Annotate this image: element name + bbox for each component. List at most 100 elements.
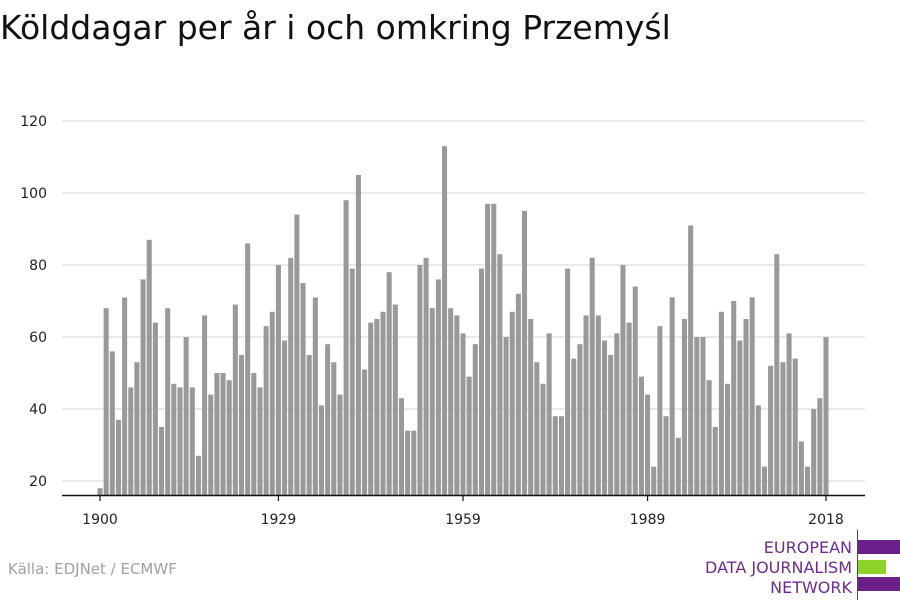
- x-tick-label: 2018: [808, 512, 844, 528]
- bar-2016: [811, 409, 817, 495]
- bar-1964: [491, 203, 497, 496]
- bar-1970: [528, 319, 534, 495]
- bar-1937: [325, 344, 331, 495]
- bar-2008: [761, 466, 767, 495]
- bar-1902: [109, 351, 115, 495]
- x-tick-label: 1959: [445, 512, 481, 528]
- bar-1989: [645, 394, 651, 495]
- logo-bar-middle: [858, 560, 886, 574]
- bar-1939: [337, 394, 343, 495]
- bar-2015: [805, 466, 811, 495]
- bar-1910: [159, 427, 165, 495]
- bar-2009: [768, 365, 774, 495]
- bar-1903: [115, 419, 121, 495]
- bar-1999: [706, 380, 712, 495]
- bar-1909: [152, 322, 158, 495]
- bar-1963: [485, 203, 491, 496]
- bar-1904: [122, 297, 128, 495]
- bar-1991: [657, 326, 663, 495]
- bar-1983: [608, 355, 614, 495]
- bar-1938: [331, 362, 337, 495]
- bar-1957: [448, 308, 454, 495]
- bar-1961: [472, 344, 478, 495]
- bar-1919: [214, 373, 220, 495]
- bar-1997: [694, 337, 700, 495]
- bar-1992: [663, 416, 669, 495]
- bar-1931: [288, 257, 294, 495]
- bar-1943: [362, 369, 368, 495]
- bar-1952: [417, 265, 423, 495]
- logo-divider: [857, 530, 858, 600]
- bar-1916: [195, 455, 201, 495]
- bar-1956: [442, 146, 448, 495]
- bar-1998: [700, 337, 706, 495]
- bar-1995: [681, 319, 688, 495]
- bar-1915: [189, 387, 195, 495]
- y-tick-label: 80: [29, 258, 47, 274]
- bar-1975: [558, 416, 564, 495]
- y-tick-label: 20: [29, 474, 47, 490]
- bar-1972: [540, 383, 546, 495]
- y-tick-label: 120: [20, 114, 47, 130]
- bar-1901: [103, 308, 109, 495]
- bar-1920: [220, 373, 226, 495]
- bar-1985: [620, 265, 626, 495]
- bar-1960: [466, 376, 472, 495]
- bar-1942: [355, 175, 361, 495]
- bar-1917: [202, 315, 208, 495]
- bar-2012: [786, 333, 792, 495]
- bar-1906: [134, 362, 140, 495]
- bar-1962: [478, 268, 484, 495]
- bar-1941: [349, 268, 355, 495]
- bar-1940: [343, 200, 349, 495]
- bar-1980: [589, 257, 595, 495]
- logo-bar-bottom: [858, 577, 900, 591]
- bar-1912: [171, 383, 177, 495]
- bar-2003: [731, 301, 737, 495]
- x-tick-label: 1900: [82, 512, 118, 528]
- bar-1926: [257, 387, 263, 495]
- bar-1921: [226, 380, 232, 495]
- bar-1950: [405, 430, 411, 495]
- bar-1949: [398, 398, 404, 495]
- bar-1969: [522, 211, 528, 495]
- bar-1988: [638, 376, 644, 495]
- bar-2010: [774, 254, 780, 495]
- bar-1911: [165, 308, 171, 495]
- bar-1968: [515, 293, 521, 495]
- bar-1990: [651, 466, 657, 495]
- bar-2007: [755, 405, 761, 495]
- bar-1934: [306, 355, 312, 495]
- bar-1907: [140, 279, 146, 495]
- source-note: Källa: EDJNet / ECMWF: [8, 560, 177, 578]
- bar-1986: [626, 322, 632, 495]
- bar-2017: [817, 398, 823, 495]
- bar-1927: [263, 326, 269, 495]
- bar-1936: [318, 405, 325, 495]
- bar-1953: [423, 257, 429, 495]
- bar-1948: [392, 304, 398, 495]
- bar-1959: [460, 333, 466, 495]
- bar-1946: [380, 311, 386, 495]
- bar-1925: [251, 373, 257, 495]
- y-tick-label: 100: [20, 186, 47, 202]
- bar-1944: [368, 322, 374, 495]
- bar-2004: [737, 340, 743, 495]
- bar-1928: [269, 311, 275, 495]
- y-tick-label: 60: [29, 330, 47, 346]
- bar-1954: [429, 308, 435, 495]
- bar-1994: [675, 437, 681, 495]
- bar-1966: [503, 337, 509, 495]
- bar-1930: [282, 340, 288, 495]
- x-tick-label: 1989: [630, 512, 666, 528]
- bar-2002: [725, 383, 731, 495]
- bar-1973: [546, 333, 552, 495]
- bar-1932: [294, 214, 300, 495]
- bar-1913: [177, 387, 183, 495]
- bar-2018: [823, 337, 829, 495]
- bar-1955: [435, 279, 441, 495]
- bar-2014: [798, 441, 804, 495]
- bar-1987: [632, 286, 638, 495]
- bar-2006: [749, 297, 755, 495]
- bar-2005: [743, 319, 749, 495]
